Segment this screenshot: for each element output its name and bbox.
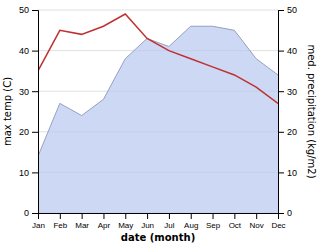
tick-mark <box>32 172 38 173</box>
tick: Feb <box>53 213 67 230</box>
tick-label: Jan <box>32 221 45 230</box>
tick-mark <box>125 213 126 219</box>
tick: 40 <box>19 46 38 56</box>
tick: 40 <box>278 46 297 56</box>
tick: Jul <box>164 213 174 230</box>
tick-label: 40 <box>287 46 297 56</box>
tick-label: May <box>118 221 133 230</box>
tick: 50 <box>278 5 297 15</box>
line <box>38 14 278 103</box>
grid <box>38 10 278 213</box>
tick-label: 10 <box>19 168 29 178</box>
tick-mark <box>147 213 148 219</box>
tick: 30 <box>19 87 38 97</box>
tick: Apr <box>98 213 111 230</box>
tick: 30 <box>278 87 297 97</box>
tick-mark <box>82 213 83 219</box>
tick-label: 0 <box>24 208 29 218</box>
tick-mark <box>32 51 38 52</box>
tick-mark <box>278 51 284 52</box>
tick-mark <box>32 91 38 92</box>
tick-label: Jul <box>164 221 174 230</box>
tick-label: 30 <box>287 87 297 97</box>
x-axis: Jan Feb Mar Apr May Jun Jul Aug Sep Oct Nov Dec <box>32 213 286 230</box>
tick-mark <box>278 213 284 214</box>
tick-label: 30 <box>19 87 29 97</box>
tick-mark <box>278 172 284 173</box>
tick: Oct <box>229 213 242 230</box>
y2-axis-title: med. precipitation (kg/m2) <box>306 44 317 178</box>
marks <box>38 14 278 213</box>
area <box>38 26 278 213</box>
tick-label: Aug <box>184 221 198 230</box>
tick: 10 <box>278 168 297 178</box>
tick-mark <box>234 213 235 219</box>
tick-mark <box>32 132 38 133</box>
axis-line <box>279 11 285 214</box>
tick: Sep <box>206 213 221 230</box>
tick-mark <box>256 213 257 219</box>
axis-line <box>39 214 279 220</box>
tick: May <box>118 213 133 230</box>
tick-mark <box>60 213 61 219</box>
tick: 50 <box>19 5 38 15</box>
tick-label: Sep <box>206 221 221 230</box>
tick: 0 <box>24 208 38 218</box>
tick-mark <box>278 91 284 92</box>
tick-label: 0 <box>287 208 292 218</box>
tick: Jan <box>32 213 45 230</box>
plot-area: JanFebMarAprMayJunJulAugSepOctNovDec0102… <box>19 5 297 229</box>
tick: Jun <box>141 213 154 230</box>
tick: Aug <box>184 213 198 230</box>
tick: Mar <box>75 213 89 230</box>
tick-mark <box>32 213 38 214</box>
tick-label: 50 <box>19 5 29 15</box>
tick-mark <box>169 213 170 219</box>
tick-label: 20 <box>19 127 29 137</box>
y-axis-title: max temp (C) <box>2 77 13 146</box>
x-axis-title: date (month) <box>121 232 195 243</box>
tick: Nov <box>250 213 264 230</box>
tick-label: 20 <box>287 127 297 137</box>
tick-label: Dec <box>271 221 285 230</box>
tick-mark <box>278 132 284 133</box>
y2-axis: 0 10 20 30 40 50 <box>278 5 297 218</box>
tick-mark <box>191 213 192 219</box>
tick-label: Apr <box>98 221 111 230</box>
chart: JanFebMarAprMayJunJulAugSepOctNovDec0102… <box>0 0 318 247</box>
tick: 0 <box>278 208 292 218</box>
tick-mark <box>32 10 38 11</box>
tick-label: 50 <box>287 5 297 15</box>
tick: 20 <box>278 127 297 137</box>
tick: Dec <box>271 213 285 230</box>
grid-line <box>38 10 278 11</box>
tick-label: Feb <box>53 221 67 230</box>
tick: 10 <box>19 168 38 178</box>
tick-label: Jun <box>141 221 154 230</box>
tick-mark <box>103 213 104 219</box>
tick-label: 10 <box>287 168 297 178</box>
tick: 20 <box>19 127 38 137</box>
y-axis: 0 10 20 30 40 50 <box>19 5 39 218</box>
axis-line <box>32 11 39 214</box>
tick-mark <box>213 213 214 219</box>
area-outline <box>38 26 278 156</box>
tick-label: Mar <box>75 221 89 230</box>
tick-label: Oct <box>229 221 242 230</box>
tick-label: Nov <box>250 221 264 230</box>
tick-mark <box>278 10 284 11</box>
tick-label: 40 <box>19 46 29 56</box>
